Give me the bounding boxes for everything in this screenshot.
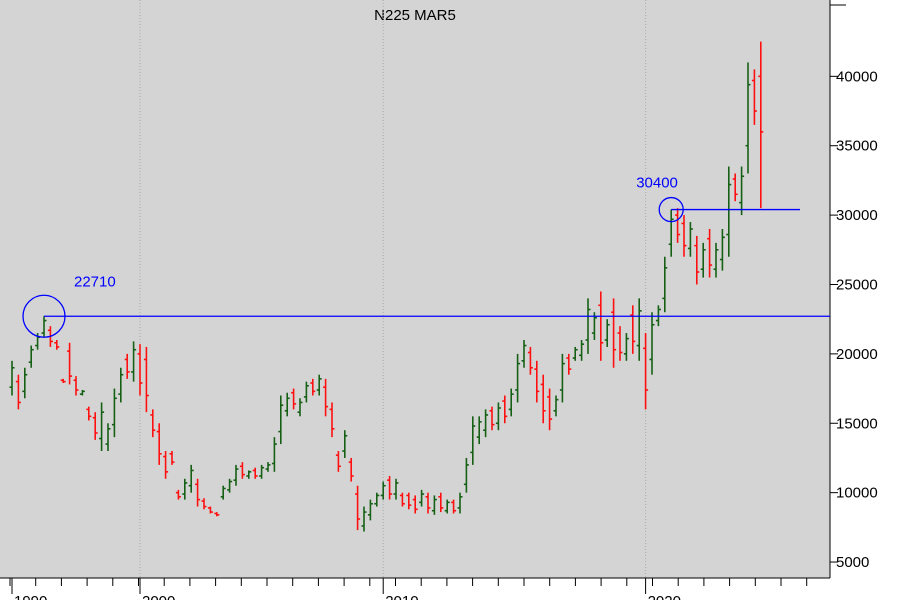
y-tick-label: 5000 (836, 554, 869, 571)
x-tick-label: 2020 (648, 593, 681, 600)
y-tick-label: 35000 (836, 138, 878, 155)
y-tick-label: 20000 (836, 346, 878, 363)
y-tick-label: 40000 (836, 68, 878, 85)
level-circle (22, 294, 66, 338)
level-circle (658, 196, 684, 223)
plot-background (0, 0, 830, 578)
x-tick-label: 2000 (142, 593, 175, 600)
y-tick-label: 30000 (836, 207, 878, 224)
y-tick-label: 10000 (836, 485, 878, 502)
chart-title: N225 MAR5 (374, 7, 456, 24)
level-label: 30400 (636, 175, 678, 192)
x-tick-label: 2010 (385, 593, 418, 600)
y-tick-label: 15000 (836, 415, 878, 432)
y-tick-label: 25000 (836, 276, 878, 293)
level-label: 22710 (74, 273, 116, 290)
x-tick-label: 1990 (14, 593, 47, 600)
